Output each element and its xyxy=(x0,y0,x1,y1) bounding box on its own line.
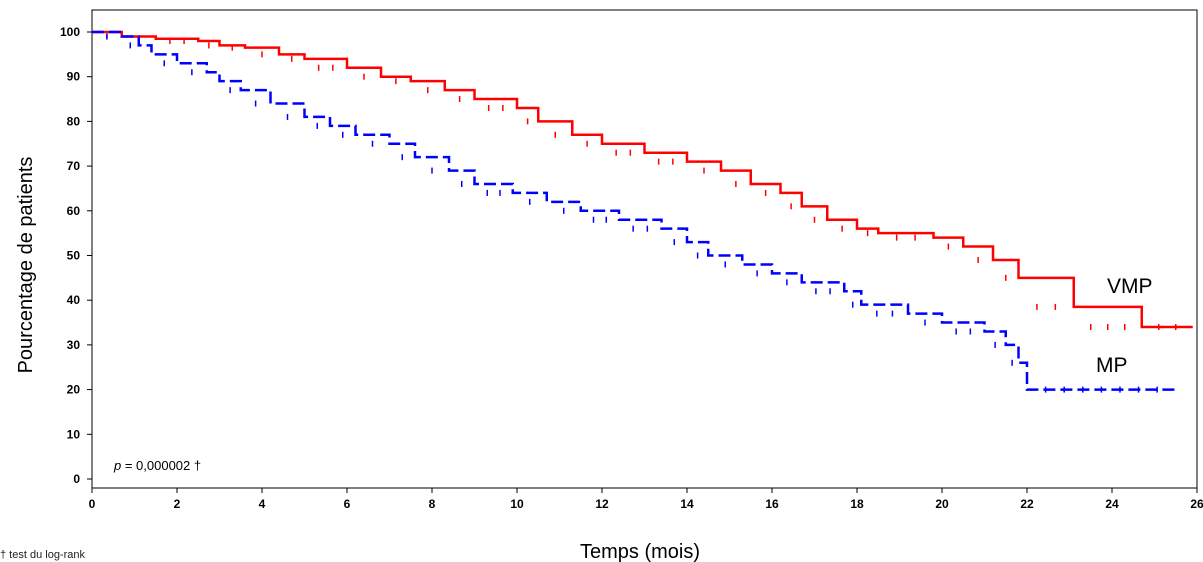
series-line-mp xyxy=(92,30,1176,391)
x-tick-label: 2 xyxy=(174,497,181,511)
y-tick-label: 70 xyxy=(67,159,81,173)
plot-frame xyxy=(91,9,1198,489)
y-tick-label: 60 xyxy=(67,204,81,218)
x-tick-label: 12 xyxy=(595,497,609,511)
x-tick-label: 24 xyxy=(1105,497,1119,511)
y-tick-label: 20 xyxy=(67,383,81,397)
footnote: † test du log-rank xyxy=(0,549,85,561)
series-label-vmp: VMP xyxy=(1107,275,1153,298)
x-tick-label: 18 xyxy=(850,497,864,511)
x-tick-label: 8 xyxy=(429,497,436,511)
x-tick-label: 22 xyxy=(1020,497,1034,511)
y-tick-label: 80 xyxy=(67,114,81,128)
p-value-text: = 0,000002 † xyxy=(121,458,201,473)
y-tick-label: 0 xyxy=(73,472,80,486)
y-tick-label: 40 xyxy=(67,293,81,307)
y-axis-title: Pourcentage de patients xyxy=(15,157,37,374)
x-tick-label: 4 xyxy=(259,497,266,511)
y-tick-label: 10 xyxy=(67,427,81,441)
y-tick-label: 50 xyxy=(67,249,81,263)
x-tick-label: 26 xyxy=(1190,497,1203,511)
x-axis-ticks: 0 2 4 6 8 10 12 14 16 18 20 22 24 26 xyxy=(89,488,1203,511)
p-symbol: p xyxy=(113,458,121,473)
series-label-mp: MP xyxy=(1096,354,1128,377)
x-axis-title: Temps (mois) xyxy=(580,541,700,562)
x-tick-label: 16 xyxy=(765,497,779,511)
series-line-vmp xyxy=(92,30,1193,329)
y-tick-label: 90 xyxy=(67,70,81,84)
x-tick-label: 14 xyxy=(680,497,694,511)
p-value-annotation: p = 0,000002 † xyxy=(113,458,201,473)
x-tick-label: 10 xyxy=(510,497,524,511)
x-tick-label: 6 xyxy=(344,497,351,511)
x-tick-label: 20 xyxy=(935,497,949,511)
y-tick-label: 30 xyxy=(67,338,81,352)
x-tick-label: 0 xyxy=(89,497,96,511)
series-layer xyxy=(92,30,1193,393)
y-axis-ticks: 0 10 20 30 40 50 60 70 80 90 100 xyxy=(60,25,92,486)
y-tick-label: 100 xyxy=(60,25,80,39)
